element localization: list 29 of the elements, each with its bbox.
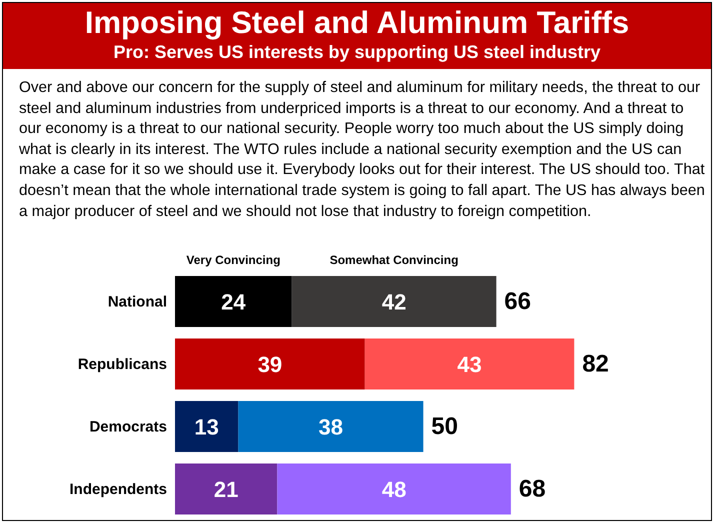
chart-subtitle: Pro: Serves US interests by supporting US steel industry xyxy=(112,41,602,63)
data-label: 43 xyxy=(457,352,482,377)
series-label: Somewhat Convincing xyxy=(328,253,460,267)
bar xyxy=(175,276,292,327)
y-tick-label: Democrats xyxy=(89,418,167,436)
bar xyxy=(364,338,574,390)
total-label: 50 xyxy=(431,413,458,440)
y-tick-label: National xyxy=(108,294,167,311)
bar xyxy=(292,276,496,327)
data-label: 24 xyxy=(221,289,246,314)
chart-title: Imposing Steel and Aluminum Tariffs xyxy=(84,5,630,41)
bar xyxy=(175,464,278,514)
y-tick-label: Independents xyxy=(69,481,167,498)
text: Over and above our concern for the supply of steel and aluminum for military needs, the threat to our steel and aluminum industries from underpriced imports is a threat to our economy. And a threat to our economy is a threat to our national security. People worry too much about the US simply doing what is clearly in its interest. The WTO rules include a national security exemption and the US can make a case for it so we should use it. Everybody looks out for their interest. The US should too. That doesn’t mean that the whole international trade system is going to fall apart. The US has always been a major producer of steel and we should not lose that industry to foreign competition. xyxy=(19,78,706,222)
total-label: 82 xyxy=(582,350,609,378)
bar xyxy=(238,401,424,452)
y-tick-label: Republicans xyxy=(78,356,167,374)
bar xyxy=(175,401,238,452)
series-label: Very Convincing xyxy=(186,253,280,267)
data-label: 21 xyxy=(214,476,238,502)
total-label: 66 xyxy=(504,288,532,315)
data-label: 13 xyxy=(194,414,219,440)
data-label: 42 xyxy=(382,289,406,314)
bar xyxy=(277,464,511,514)
total-label: 68 xyxy=(518,476,546,502)
data-label: 39 xyxy=(258,352,282,377)
data-label: 38 xyxy=(318,414,344,440)
data-label: 48 xyxy=(382,476,406,502)
bar xyxy=(175,338,365,390)
